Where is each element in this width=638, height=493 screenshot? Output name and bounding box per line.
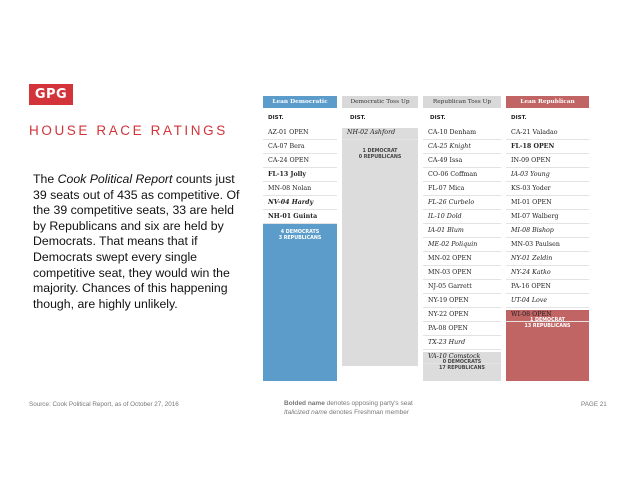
district-row: UT-04 Love	[506, 294, 589, 308]
summary-line: 4 DEMOCRATS	[280, 230, 320, 235]
summary-line: 17 REPUBLICANS	[439, 366, 485, 371]
summary-line: 3 REPUBLICANS	[278, 236, 322, 241]
district-row: CA-24 OPEN	[263, 154, 337, 168]
summary-line: 13 REPUBLICANS	[524, 324, 571, 329]
republican-toss-up-list: CA-10 Denham CA-25 Knight CA-49 Issa CO-06 …	[423, 126, 501, 364]
district-row: MN-03 OPEN	[423, 266, 501, 280]
legend-bold: Bolded name denotes opposing party's sea…	[284, 399, 413, 408]
district-row: PA-08 OPEN	[423, 322, 501, 336]
house-race-table: Lean Democratic Democratic Toss Up Repub…	[263, 96, 589, 381]
district-row: MI-01 OPEN	[506, 196, 589, 210]
lean-republican-list: CA-21 Valadao FL-18 OPEN IN-09 OPEN IA-03 Y…	[506, 126, 589, 322]
district-row: CA-10 Denham	[423, 126, 501, 140]
district-row: PA-16 OPEN	[506, 280, 589, 294]
dist-label: DIST.	[430, 115, 446, 121]
body-text-pre: The	[33, 172, 58, 186]
district-row: CA-25 Knight	[423, 140, 501, 154]
district-row: MN-08 Nolan	[263, 182, 337, 196]
district-row: NH-02 Ashford	[342, 126, 418, 140]
dist-label: DIST.	[511, 115, 527, 121]
dist-label: DIST.	[268, 115, 284, 121]
district-row: CA-07 Bera	[263, 140, 337, 154]
democratic-toss-up-summary: 1 DEMOCRAT 0 REPUBLICANS	[342, 128, 418, 366]
lean-democratic-list: AZ-01 OPEN CA-07 Bera CA-24 OPEN FL-13 Joll…	[263, 126, 337, 224]
slide-title: HOUSE RACE RATINGS	[29, 123, 228, 138]
header-republican-toss-up: Republican Toss Up	[423, 96, 501, 108]
district-row: FL-26 Curbelo	[423, 196, 501, 210]
district-row: IL-10 Dold	[423, 210, 501, 224]
district-row: FL-13 Jolly	[263, 168, 337, 182]
district-row: VA-10 Comstock	[423, 350, 501, 364]
footer-source: Source: Cook Political Report, as of Oct…	[29, 401, 179, 408]
district-row: NY-19 OPEN	[423, 294, 501, 308]
republican-toss-up-summary: 0 DEMOCRATS 17 REPUBLICANS	[423, 352, 501, 381]
legend-italic: Italicized name denotes Freshman member	[284, 408, 413, 417]
democratic-toss-up-list: NH-02 Ashford	[342, 126, 418, 140]
page-number: PAGE 21	[581, 401, 607, 408]
body-paragraph: The Cook Political Report counts just 39…	[33, 172, 243, 312]
footer-legend: Bolded name denotes opposing party's sea…	[284, 399, 413, 417]
gpg-logo: GPG	[29, 84, 73, 105]
dist-label: DIST.	[350, 115, 366, 121]
summary-line: 1 DEMOCRAT	[362, 149, 398, 154]
summary-line: 0 DEMOCRATS	[442, 360, 482, 365]
header-lean-democratic: Lean Democratic	[263, 96, 337, 108]
district-row: NJ-05 Garrett	[423, 280, 501, 294]
district-row: ME-02 Poliquin	[423, 238, 501, 252]
legend-italic-desc: denotes Freshman member	[327, 409, 410, 416]
district-row: CO-06 Coffman	[423, 168, 501, 182]
district-row: NV-04 Hardy	[263, 196, 337, 210]
lean-democratic-summary: 4 DEMOCRATS 3 REPUBLICANS	[263, 224, 337, 381]
header-lean-republican: Lean Republican	[506, 96, 589, 108]
body-text-publication: Cook Political Report	[57, 172, 173, 186]
district-row: NY-22 OPEN	[423, 308, 501, 322]
district-row: FL-18 OPEN	[506, 140, 589, 154]
summary-line: 0 REPUBLICANS	[358, 155, 402, 160]
district-row: FL-07 Mica	[423, 182, 501, 196]
district-row: NY-01 Zeldin	[506, 252, 589, 266]
district-row: IA-01 Blum	[423, 224, 501, 238]
district-row: MI-07 Walberg	[506, 210, 589, 224]
body-text-post: counts just 39 seats out of 435 as compe…	[33, 172, 240, 311]
district-row: NH-01 Guinta	[263, 210, 337, 224]
district-row: TX-23 Hurd	[423, 336, 501, 350]
district-row: CA-49 Issa	[423, 154, 501, 168]
district-row: KS-03 Yoder	[506, 182, 589, 196]
district-row: AZ-01 OPEN	[263, 126, 337, 140]
district-row: MI-08 Bishop	[506, 224, 589, 238]
district-row: CA-21 Valadao	[506, 126, 589, 140]
district-row: NY-24 Katko	[506, 266, 589, 280]
legend-italic-label: Italicized name	[284, 409, 328, 416]
legend-bold-label: Bolded name	[284, 400, 325, 407]
district-row: WI-08 OPEN	[506, 308, 589, 322]
summary-line: 1 DEMOCRAT	[530, 318, 565, 323]
district-row: IA-03 Young	[506, 168, 589, 182]
district-row: MN-03 Paulsen	[506, 238, 589, 252]
legend-bold-desc: denotes opposing party's seat	[324, 400, 413, 407]
district-row: IN-09 OPEN	[506, 154, 589, 168]
header-democratic-toss-up: Democratic Toss Up	[342, 96, 418, 108]
district-row: MN-02 OPEN	[423, 252, 501, 266]
